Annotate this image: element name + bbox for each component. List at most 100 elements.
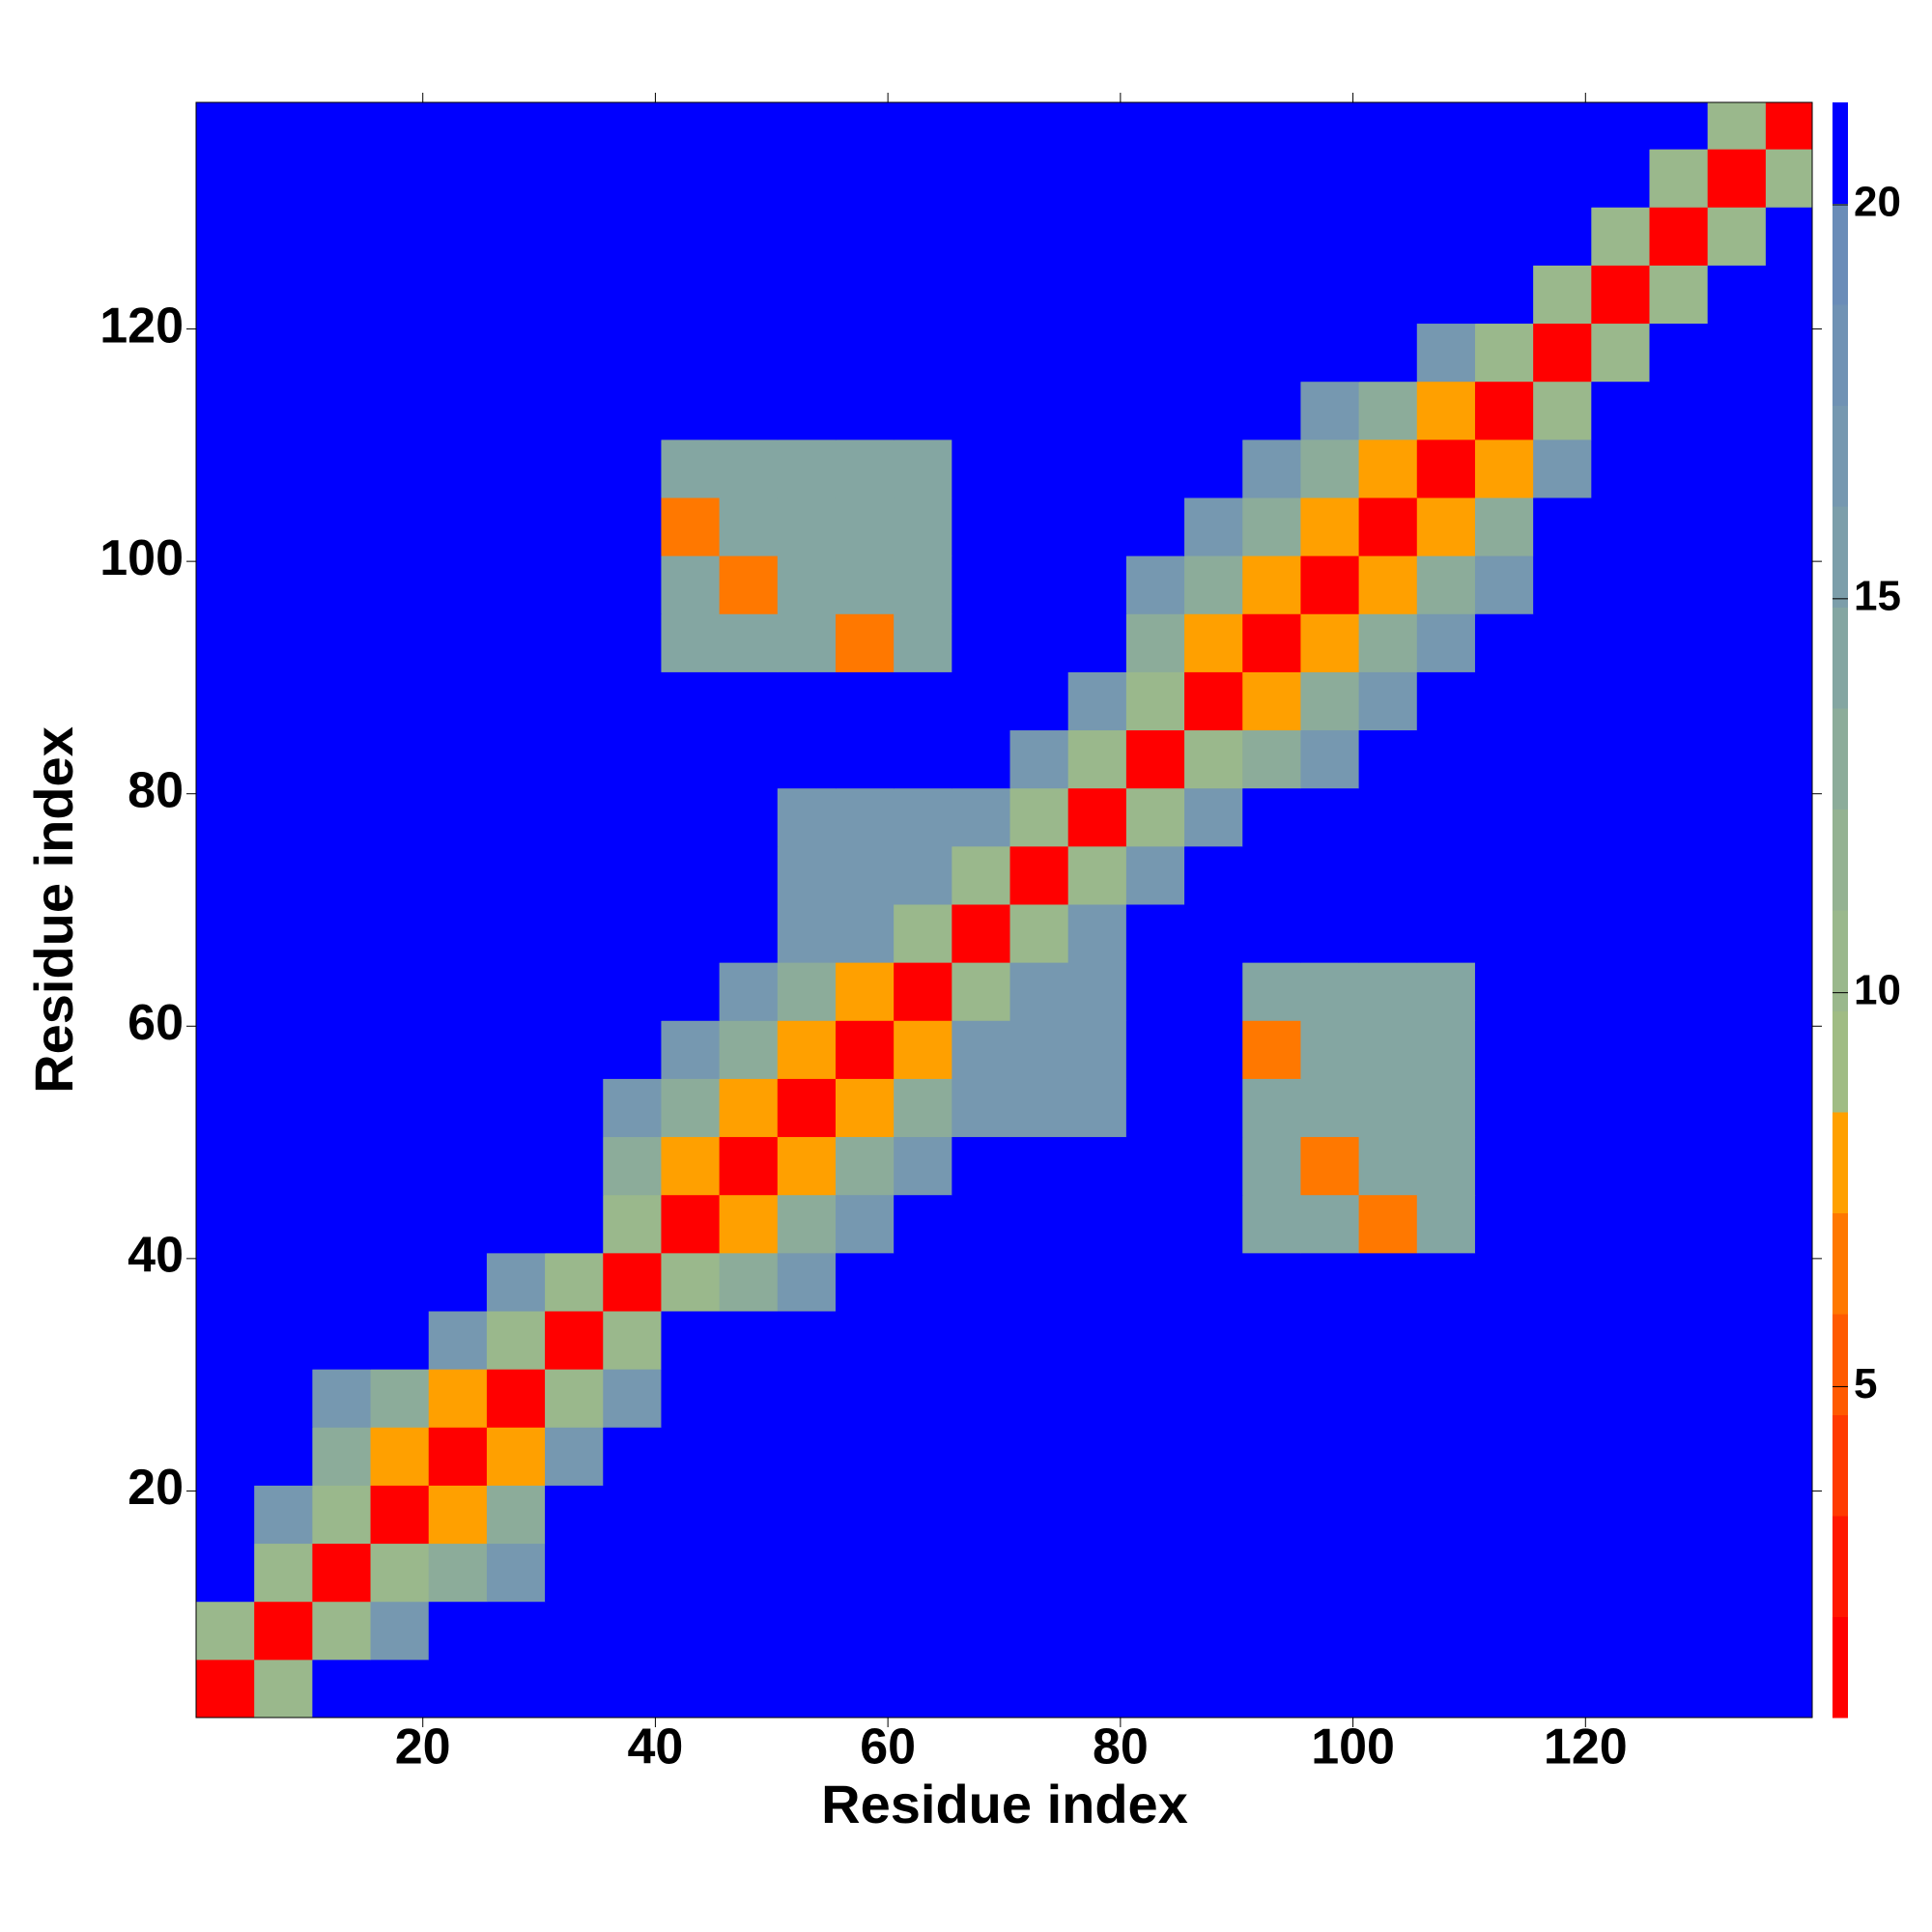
heatmap-cell <box>1300 1078 1360 1138</box>
heatmap-cell <box>1416 1601 1476 1661</box>
heatmap-cell <box>545 1543 604 1603</box>
heatmap-cell <box>1300 381 1360 440</box>
heatmap-cell <box>894 149 952 208</box>
heatmap-cell <box>1707 323 1767 383</box>
heatmap-cell <box>545 613 604 672</box>
heatmap-cell <box>894 497 952 556</box>
heatmap-cell <box>1533 1136 1592 1196</box>
heatmap-cell <box>1125 729 1185 789</box>
heatmap-cell <box>1358 787 1418 847</box>
colorbar-band <box>1833 1414 1848 1517</box>
heatmap-cell <box>661 1020 721 1079</box>
heatmap-cell <box>1009 555 1069 614</box>
heatmap-cell <box>1591 1020 1650 1079</box>
heatmap-cell <box>196 1601 255 1661</box>
heatmap-cell <box>312 1136 372 1196</box>
heatmap-cell <box>1533 1310 1592 1370</box>
heatmap-cell <box>1707 613 1767 672</box>
heatmap-cell <box>1009 102 1069 150</box>
heatmap-cell <box>428 903 488 963</box>
heatmap-cell <box>1533 381 1592 440</box>
heatmap-cell <box>1300 1020 1360 1079</box>
heatmap-cell <box>370 787 430 847</box>
heatmap-cell <box>1300 439 1360 498</box>
heatmap-cell <box>1184 439 1243 498</box>
heatmap-cell <box>777 497 837 556</box>
heatmap-cell <box>1300 265 1360 325</box>
heatmap-cell <box>835 1485 895 1545</box>
heatmap-cell <box>545 1369 604 1428</box>
heatmap-cell <box>1358 439 1418 498</box>
heatmap-cell <box>312 1194 372 1254</box>
heatmap-cell <box>1242 149 1301 208</box>
heatmap-cell <box>1067 671 1127 731</box>
heatmap-cell <box>545 729 604 789</box>
heatmap-cell <box>428 671 488 731</box>
heatmap-cell <box>1358 497 1418 556</box>
heatmap-cell <box>603 1310 662 1370</box>
heatmap-cell <box>486 1252 546 1312</box>
heatmap-cell <box>661 102 721 150</box>
heatmap-cell <box>1300 102 1360 150</box>
heatmap-cell <box>719 323 779 383</box>
heatmap-cell <box>486 1136 546 1196</box>
heatmap-cell <box>1474 671 1534 731</box>
heatmap-cell <box>719 1136 779 1196</box>
heatmap-cell <box>370 1252 430 1312</box>
heatmap-cell <box>1067 149 1127 208</box>
heatmap-cell <box>312 381 372 440</box>
heatmap-cell <box>545 439 604 498</box>
heatmap-cell <box>312 265 372 325</box>
heatmap-cell <box>1300 1310 1360 1370</box>
heatmap-cell <box>428 149 488 208</box>
heatmap-cell <box>545 497 604 556</box>
heatmap-cell <box>1707 1078 1767 1138</box>
heatmap-cell <box>777 207 837 266</box>
heatmap-cell <box>428 962 488 1021</box>
heatmap-cell <box>370 555 430 614</box>
heatmap-cell <box>1067 1659 1127 1718</box>
heatmap-cell <box>1591 1310 1650 1370</box>
heatmap-cell <box>486 1601 546 1661</box>
heatmap-cell <box>428 1252 488 1312</box>
heatmap-cell <box>1067 207 1127 266</box>
heatmap-cell <box>312 207 372 266</box>
heatmap-cell <box>603 1485 662 1545</box>
heatmap-cell <box>1184 671 1243 731</box>
heatmap-cell <box>1416 1427 1476 1486</box>
heatmap-cell <box>1125 1601 1185 1661</box>
heatmap-cell <box>312 845 372 905</box>
heatmap-cell <box>254 1136 313 1196</box>
colorbar-tick-label: 5 <box>1854 1360 1877 1407</box>
heatmap-cell <box>312 323 372 383</box>
heatmap-cell <box>486 787 546 847</box>
heatmap-cell <box>1300 1485 1360 1545</box>
heatmap-cell <box>952 1543 1011 1603</box>
heatmap-cell <box>1591 149 1650 208</box>
heatmap-cell <box>1649 1252 1709 1312</box>
heatmap-cell <box>1474 845 1534 905</box>
heatmap-cell <box>1707 1427 1767 1486</box>
heatmap-cell <box>835 1078 895 1138</box>
heatmap-cell <box>1707 1020 1767 1079</box>
heatmap-cell <box>661 1659 721 1718</box>
heatmap-cell <box>1474 1078 1534 1138</box>
colorbar-band <box>1833 304 1848 406</box>
heatmap-cell <box>1591 265 1650 325</box>
heatmap-cell <box>196 497 255 556</box>
heatmap-cell <box>1416 1252 1476 1312</box>
heatmap-cell <box>1358 962 1418 1021</box>
heatmap-cell <box>1474 729 1534 789</box>
heatmap-cell <box>1474 439 1534 498</box>
heatmap-cell <box>894 555 952 614</box>
heatmap-cell <box>370 497 430 556</box>
heatmap-cell <box>719 1485 779 1545</box>
heatmap-cell <box>196 1252 255 1312</box>
heatmap-cell <box>1474 903 1534 963</box>
heatmap-cell <box>661 1427 721 1486</box>
heatmap-cell <box>545 1659 604 1718</box>
heatmap-cell <box>312 1543 372 1603</box>
heatmap-cell <box>1416 555 1476 614</box>
heatmap-cell <box>486 903 546 963</box>
heatmap-cell <box>603 1659 662 1718</box>
